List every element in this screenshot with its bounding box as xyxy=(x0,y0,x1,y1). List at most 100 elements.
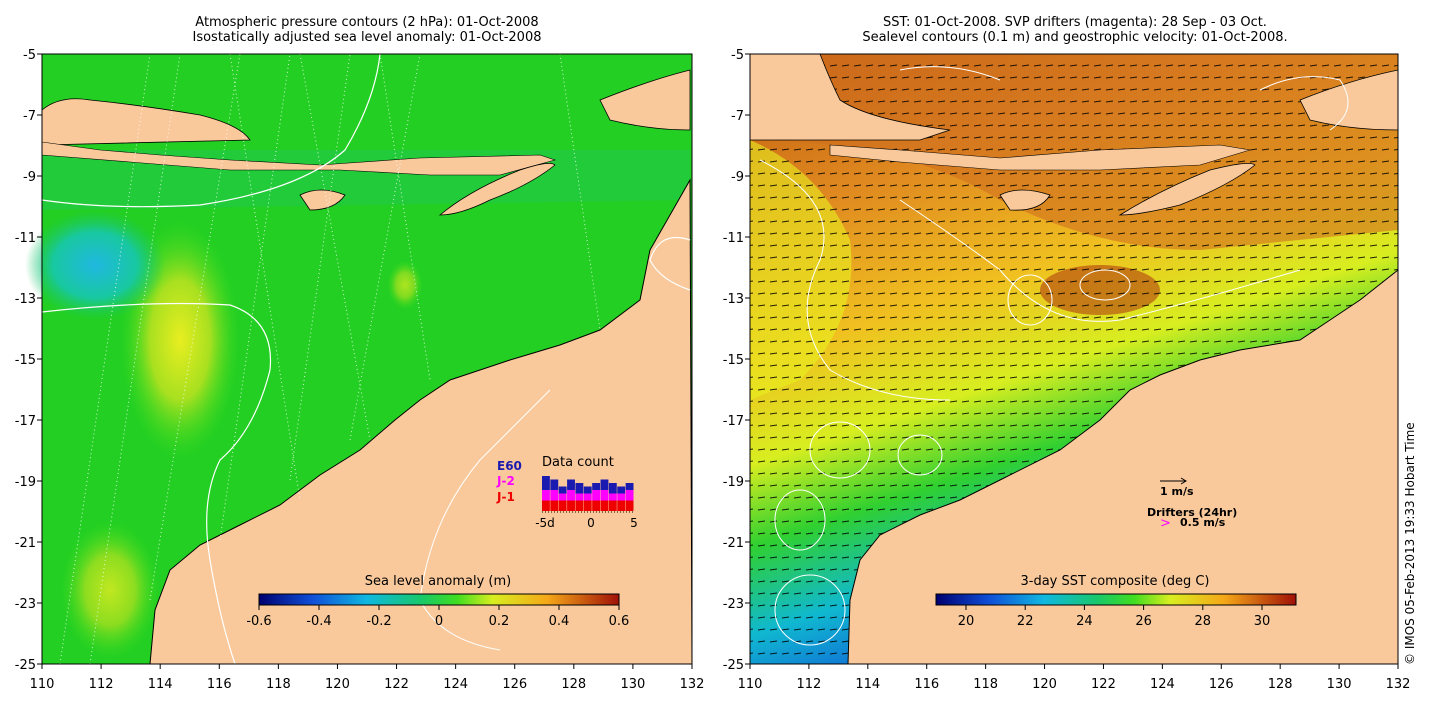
pressure-contour xyxy=(41,302,272,665)
sumba-island xyxy=(999,189,1051,211)
lon-tick-label: 130 xyxy=(620,677,645,692)
lon-tick-label: 122 xyxy=(384,677,409,692)
colorbar-tick-label: 0.2 xyxy=(489,614,510,629)
pressure-contour xyxy=(649,236,691,291)
timor-island xyxy=(1118,162,1256,216)
sla-colorbar: Sea level anomaly (m) -0.6 -0.4 -0.2 0 0.2 0.… xyxy=(246,574,629,629)
colorbar-tick-label: 0.4 xyxy=(549,614,570,629)
colorbar-tick-label: 20 xyxy=(958,614,975,629)
colorbar-tick-label: -0.4 xyxy=(306,614,331,629)
data-count-inset: Data count E60 J-2 J-1 -5d 0 5 xyxy=(496,455,638,530)
lat-tick-label: -17 xyxy=(15,414,36,429)
left-title-line1: Atmospheric pressure contours (2 hPa): 0… xyxy=(195,15,539,30)
data-count-bars xyxy=(542,476,634,511)
data-count-bar-segment xyxy=(567,490,575,501)
lon-tick-label: 120 xyxy=(325,677,350,692)
data-count-bar-segment xyxy=(608,500,617,511)
sla-high-anomaly-south xyxy=(60,520,160,660)
data-count-bar-segment xyxy=(575,483,584,494)
lat-tick-label: -7 xyxy=(731,109,744,124)
lon-tick-label: 120 xyxy=(1032,677,1057,692)
data-count-bar-segment xyxy=(550,479,559,490)
right-latitude-axis: -5 -7 -9 -11 -13 -15 -17 -19 -21 -23 -25 xyxy=(723,48,750,673)
lat-tick-label: -9 xyxy=(23,170,36,185)
colorbar-tick-label: 26 xyxy=(1135,614,1152,629)
colorbar-tick-label: 22 xyxy=(1017,614,1034,629)
lat-tick-label: -17 xyxy=(723,414,744,429)
pressure-contour xyxy=(41,53,381,208)
sla-low-anomaly xyxy=(25,210,165,320)
data-count-axis-start: -5d xyxy=(535,516,555,530)
right-map xyxy=(749,53,1399,665)
sst-colorbar-label: 3-day SST composite (deg C) xyxy=(1020,574,1209,589)
lon-tick-label: 118 xyxy=(266,677,291,692)
data-count-bar-segment xyxy=(592,483,601,490)
lon-tick-label: 110 xyxy=(738,677,763,692)
sla-colorbar-scale xyxy=(258,593,620,606)
lon-tick-label: 132 xyxy=(1386,677,1411,692)
colorbar-tick-label: 0.6 xyxy=(609,614,630,629)
pressure-contour xyxy=(419,389,551,651)
colorbar-tick-label: 30 xyxy=(1254,614,1271,629)
data-count-bar-segment xyxy=(617,500,626,511)
lat-tick-label: -19 xyxy=(15,475,36,490)
right-title-line1: SST: 01-Oct-2008. SVP drifters (magenta)… xyxy=(883,15,1267,30)
drifter-speed-label: 0.5 m/s xyxy=(1180,516,1226,529)
data-count-bar-segment xyxy=(600,479,609,490)
lon-tick-label: 116 xyxy=(914,677,939,692)
data-count-bar-segment xyxy=(617,493,626,501)
left-title: Atmospheric pressure contours (2 hPa): 0… xyxy=(132,15,602,45)
data-count-bar-segment xyxy=(583,493,592,501)
data-count-bar-segment xyxy=(625,490,634,501)
sealevel-contours xyxy=(759,66,1349,646)
colorbar-tick-label: -0.2 xyxy=(366,614,391,629)
drifter-symbol-icon: > xyxy=(1160,516,1171,531)
lat-tick-label: -11 xyxy=(723,231,744,246)
lon-tick-label: 124 xyxy=(443,677,468,692)
data-count-bar-segment xyxy=(558,486,567,494)
sla-small-anomaly xyxy=(387,260,423,310)
lon-tick-label: 114 xyxy=(148,677,173,692)
data-count-bar-segment xyxy=(542,476,550,490)
lat-tick-label: -25 xyxy=(723,658,744,673)
velocity-arrowhead-icon xyxy=(1180,477,1187,485)
data-count-bar-segment xyxy=(600,500,609,511)
lon-tick-label: 130 xyxy=(1327,677,1352,692)
data-count-bar-segment xyxy=(558,493,567,501)
data-count-axis-mid: 0 xyxy=(587,516,595,530)
lon-tick-label: 126 xyxy=(1209,677,1234,692)
lon-tick-label: 124 xyxy=(1150,677,1175,692)
legend-j1: J-1 xyxy=(496,490,515,504)
legend-j2: J-2 xyxy=(496,474,515,488)
data-count-bar-segment xyxy=(583,486,592,494)
lon-tick-label: 112 xyxy=(796,677,821,692)
data-count-bar-segment xyxy=(592,490,601,501)
lon-tick-label: 112 xyxy=(89,677,114,692)
data-count-bar-segment xyxy=(575,493,584,501)
right-longitude-axis: 110 112 114 116 118 120 122 124 126 128 130 132 xyxy=(738,664,1411,692)
lat-tick-label: -5 xyxy=(23,48,36,63)
drifters-label: Drifters (24hr) xyxy=(1147,506,1237,519)
left-map xyxy=(25,53,693,665)
colorbar-tick-label: 0 xyxy=(435,614,443,629)
lon-tick-label: 122 xyxy=(1091,677,1116,692)
sst-colorbar-ticks: 20 22 24 26 28 30 xyxy=(958,605,1271,629)
lon-tick-label: 114 xyxy=(855,677,880,692)
sla-colorbar-label: Sea level anomaly (m) xyxy=(365,574,511,589)
lat-tick-label: -25 xyxy=(15,658,36,673)
sst-colorbar: 3-day SST composite (deg C) 20 22 24 26 28 30 xyxy=(935,574,1297,629)
lon-tick-label: 118 xyxy=(973,677,998,692)
data-count-bar-segment xyxy=(575,500,584,511)
lat-tick-label: -15 xyxy=(15,353,36,368)
lat-tick-label: -9 xyxy=(731,170,744,185)
lon-tick-label: 128 xyxy=(1268,677,1293,692)
legend-e60: E60 xyxy=(497,459,522,473)
timor-island xyxy=(438,162,556,216)
lat-tick-label: -23 xyxy=(723,597,744,612)
lat-tick-label: -19 xyxy=(723,475,744,490)
lat-tick-label: -21 xyxy=(15,536,36,551)
data-count-bar-segment xyxy=(542,490,550,501)
lat-tick-label: -15 xyxy=(723,353,744,368)
colorbar-tick-label: 28 xyxy=(1195,614,1212,629)
